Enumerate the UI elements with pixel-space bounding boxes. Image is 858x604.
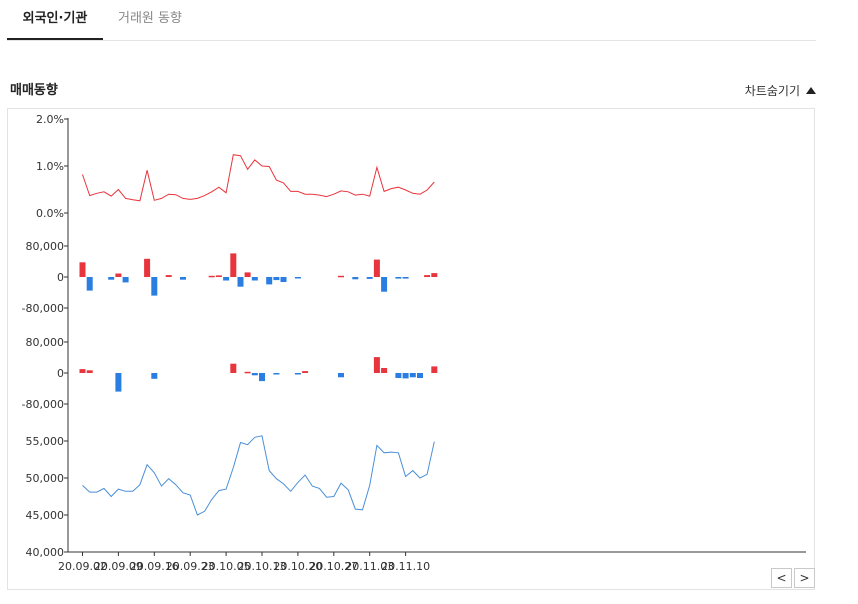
price-ytick-label: 40,000 [26,546,65,559]
institution-bar [230,363,237,373]
foreign-bar [395,277,402,279]
price-ytick-label: 45,000 [26,509,65,522]
institution-bar [294,373,301,375]
institution-bar [417,373,423,378]
institution-bar [244,371,251,374]
foreign-bar [215,275,222,277]
foreign-bar [294,277,301,279]
institution-bar [373,357,380,373]
x-tick-label: 20.10.20 [273,560,322,573]
x-tick-label: 20.09.16 [130,560,179,573]
tab-foreign-institution[interactable]: 외국인·기관 [7,0,103,40]
x-tick-label: 20.11.03 [345,560,394,573]
institution-bar [273,373,280,375]
institution-bar [338,373,344,378]
rate-ytick-label: 0.0% [36,207,64,220]
triangle-up-icon [806,87,816,94]
foreign-bar [251,277,258,281]
institution-ytick-label: 0 [57,367,64,380]
price-ytick-label: 50,000 [26,472,65,485]
foreign-bar [273,277,280,281]
rate-ytick-label: 1.0% [36,160,64,173]
x-tick-label: 20.09.02 [58,560,107,573]
x-tick-label: 20.10.27 [309,560,358,573]
x-tick-label: 20.11.10 [381,560,430,573]
institution-bar [251,373,258,376]
institution-bar [431,366,438,373]
institution-bar [79,369,86,373]
foreign-bar [79,262,86,277]
foreign-bar [352,277,359,280]
rate-series-line [82,154,435,202]
price-ytick-label: 55,000 [26,435,65,448]
institution-bar [302,371,309,373]
foreign-bar [381,277,388,292]
foreign-bar [115,273,122,277]
institution-bar [409,373,416,378]
institution-bar [151,373,158,379]
foreign-bar [402,277,409,279]
foreign-bar [230,253,237,277]
institution-bar [395,373,402,378]
x-tick-label: 20.09.23 [166,560,215,573]
foreign-ytick-label: -80,000 [22,302,64,315]
foreign-bar [266,277,273,285]
institution-bar [86,370,93,373]
foreign-bar [151,277,158,296]
foreign-bar [431,273,438,277]
foreign-bar [180,277,186,280]
institution-bar [115,373,122,392]
hide-chart-toggle[interactable]: 차트숨기기 [745,82,816,99]
x-tick-label: 20.10.13 [238,560,287,573]
tab-broker-trend[interactable]: 거래원 동향 [118,11,182,26]
chart-next-button[interactable]: > [794,568,815,588]
foreign-bar [366,277,373,279]
foreign-bar [165,275,172,277]
foreign-bar [144,258,151,277]
trading-trend-chart-frame [7,108,815,590]
foreign-ytick-label: 0 [57,271,64,284]
hide-chart-label: 차트숨기기 [744,84,800,98]
foreign-bar [424,275,431,277]
section-title: 매매동향 [10,83,58,98]
foreign-bar [122,277,129,283]
x-tick-label: 20.09.09 [94,560,143,573]
tab-bar: 외국인·기관 거래원 동향 [7,0,816,41]
foreign-bar [86,277,93,291]
foreign-bar [280,277,287,282]
foreign-bar [373,259,380,277]
foreign-bar [108,277,115,280]
institution-ytick-label: 80,000 [26,336,65,349]
chart-prev-button[interactable]: < [771,568,792,588]
foreign-bar [223,277,230,281]
institution-bar [381,368,388,373]
rate-ytick-label: 2.0% [36,113,64,126]
foreign-bar [237,277,244,287]
institution-ytick-label: -80,000 [22,398,64,411]
x-tick-label: 20.10.05 [202,560,251,573]
institution-bar [402,373,409,379]
foreign-ytick-label: 80,000 [26,240,65,253]
foreign-bar [338,275,344,278]
foreign-bar [208,275,215,278]
foreign-bar [244,272,251,277]
institution-bar [259,373,265,382]
price-series-line [82,435,435,516]
